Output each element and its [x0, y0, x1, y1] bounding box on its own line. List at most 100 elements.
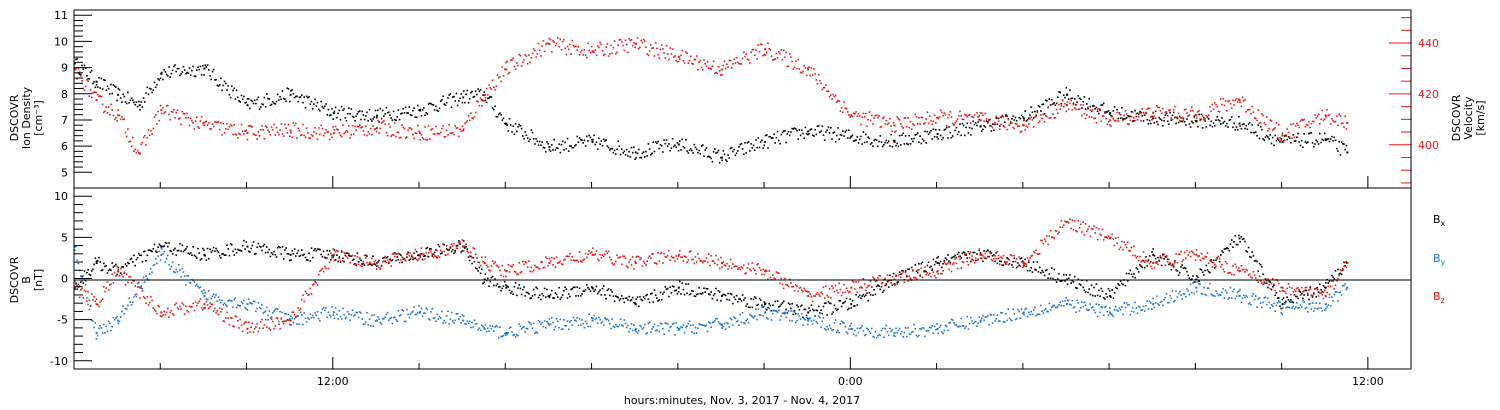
by-point [642, 326, 645, 329]
velocity-point [913, 124, 915, 126]
bz-point [531, 271, 534, 273]
ion-density-point [536, 140, 539, 143]
by-point [326, 316, 328, 319]
bx-point [437, 243, 440, 246]
bx-point [513, 285, 516, 288]
bx-point [945, 258, 948, 261]
velocity-point [1066, 104, 1068, 107]
bx-point [1079, 284, 1082, 286]
bx-point [1232, 246, 1234, 248]
bx-point [395, 259, 397, 262]
bz-point [210, 303, 213, 306]
by-point [1017, 308, 1019, 311]
velocity-point [646, 53, 648, 55]
ion-density-point [1337, 150, 1339, 152]
by-point [458, 318, 460, 320]
ion-density-point [328, 114, 331, 117]
velocity-point [779, 52, 781, 55]
bx-point [1287, 299, 1290, 301]
velocity-point [511, 59, 513, 61]
velocity-point [792, 68, 795, 70]
bz-point [477, 261, 479, 263]
bx-point [269, 255, 272, 258]
ion-density-point [1041, 103, 1043, 106]
bx-point [1307, 294, 1309, 296]
bx-point [315, 250, 318, 252]
ion-density-point [263, 96, 266, 99]
velocity-point [929, 115, 931, 117]
by-point [165, 258, 168, 260]
velocity-point [1012, 126, 1014, 129]
bz-point [454, 251, 456, 254]
ion-density-point [1112, 110, 1115, 112]
by-point [478, 327, 481, 329]
velocity-point [1028, 123, 1030, 125]
velocity-point [833, 95, 836, 98]
bz-point [381, 260, 384, 263]
velocity-axis-label: DSCOVR Velocity [km/s] [1450, 94, 1487, 141]
by-point [238, 304, 240, 307]
velocity-point [313, 131, 315, 133]
velocity-point [1258, 122, 1261, 124]
ion-density-point [244, 102, 246, 104]
bx-point [610, 289, 612, 291]
bz-point [74, 280, 76, 283]
bz-point [401, 256, 403, 258]
by-point [289, 318, 291, 320]
velocity-point [431, 128, 434, 130]
ion-density-point [315, 105, 318, 107]
velocity-point [336, 128, 338, 130]
ion-density-point [473, 95, 476, 98]
velocity-point [1181, 117, 1183, 119]
velocity-point [281, 133, 284, 135]
by-point [958, 326, 960, 328]
ion-density-point [995, 117, 997, 119]
by-point [950, 318, 953, 321]
bx-point [1243, 237, 1245, 240]
ion-density-point [1043, 113, 1046, 115]
bx-point [571, 287, 574, 290]
velocity-point [1339, 115, 1342, 117]
by-point [872, 335, 874, 338]
by-point [1197, 280, 1199, 283]
by-point [559, 318, 562, 321]
bz-point [439, 249, 442, 252]
bx-point [623, 301, 626, 304]
bx-point [394, 252, 396, 254]
ion-density-point [728, 157, 731, 159]
by-point [163, 250, 165, 253]
bx-point [851, 299, 854, 302]
by-point [209, 302, 211, 304]
bz-point [378, 266, 380, 269]
ion-density-point [726, 160, 728, 163]
bx-point [1255, 259, 1257, 262]
velocity-point [1017, 125, 1019, 128]
bx-point [836, 309, 838, 312]
ion-density-point [95, 80, 98, 83]
ion-density-point [613, 149, 616, 152]
by-point [1094, 311, 1096, 314]
by-point [1259, 302, 1262, 304]
bx-point [901, 269, 903, 272]
by-point [123, 313, 126, 315]
ion-density-point [1305, 142, 1308, 144]
velocity-point [110, 103, 112, 106]
bz-point [100, 299, 103, 302]
bz-point [377, 265, 379, 267]
bx-point [412, 258, 414, 261]
velocity-point [803, 65, 805, 67]
bz-point [88, 299, 91, 302]
ion-density-point [1148, 119, 1151, 122]
velocity-point [260, 128, 262, 131]
by-point [188, 281, 191, 284]
ion-density-point [674, 144, 676, 146]
bz-point [739, 268, 741, 271]
by-point [1276, 302, 1279, 304]
bz-point [244, 321, 246, 324]
ion-density-point [807, 130, 810, 133]
by-point [1216, 292, 1218, 295]
by-point [269, 317, 272, 319]
bx-point [958, 251, 960, 254]
bx-point [825, 302, 827, 304]
by-point [966, 315, 968, 318]
